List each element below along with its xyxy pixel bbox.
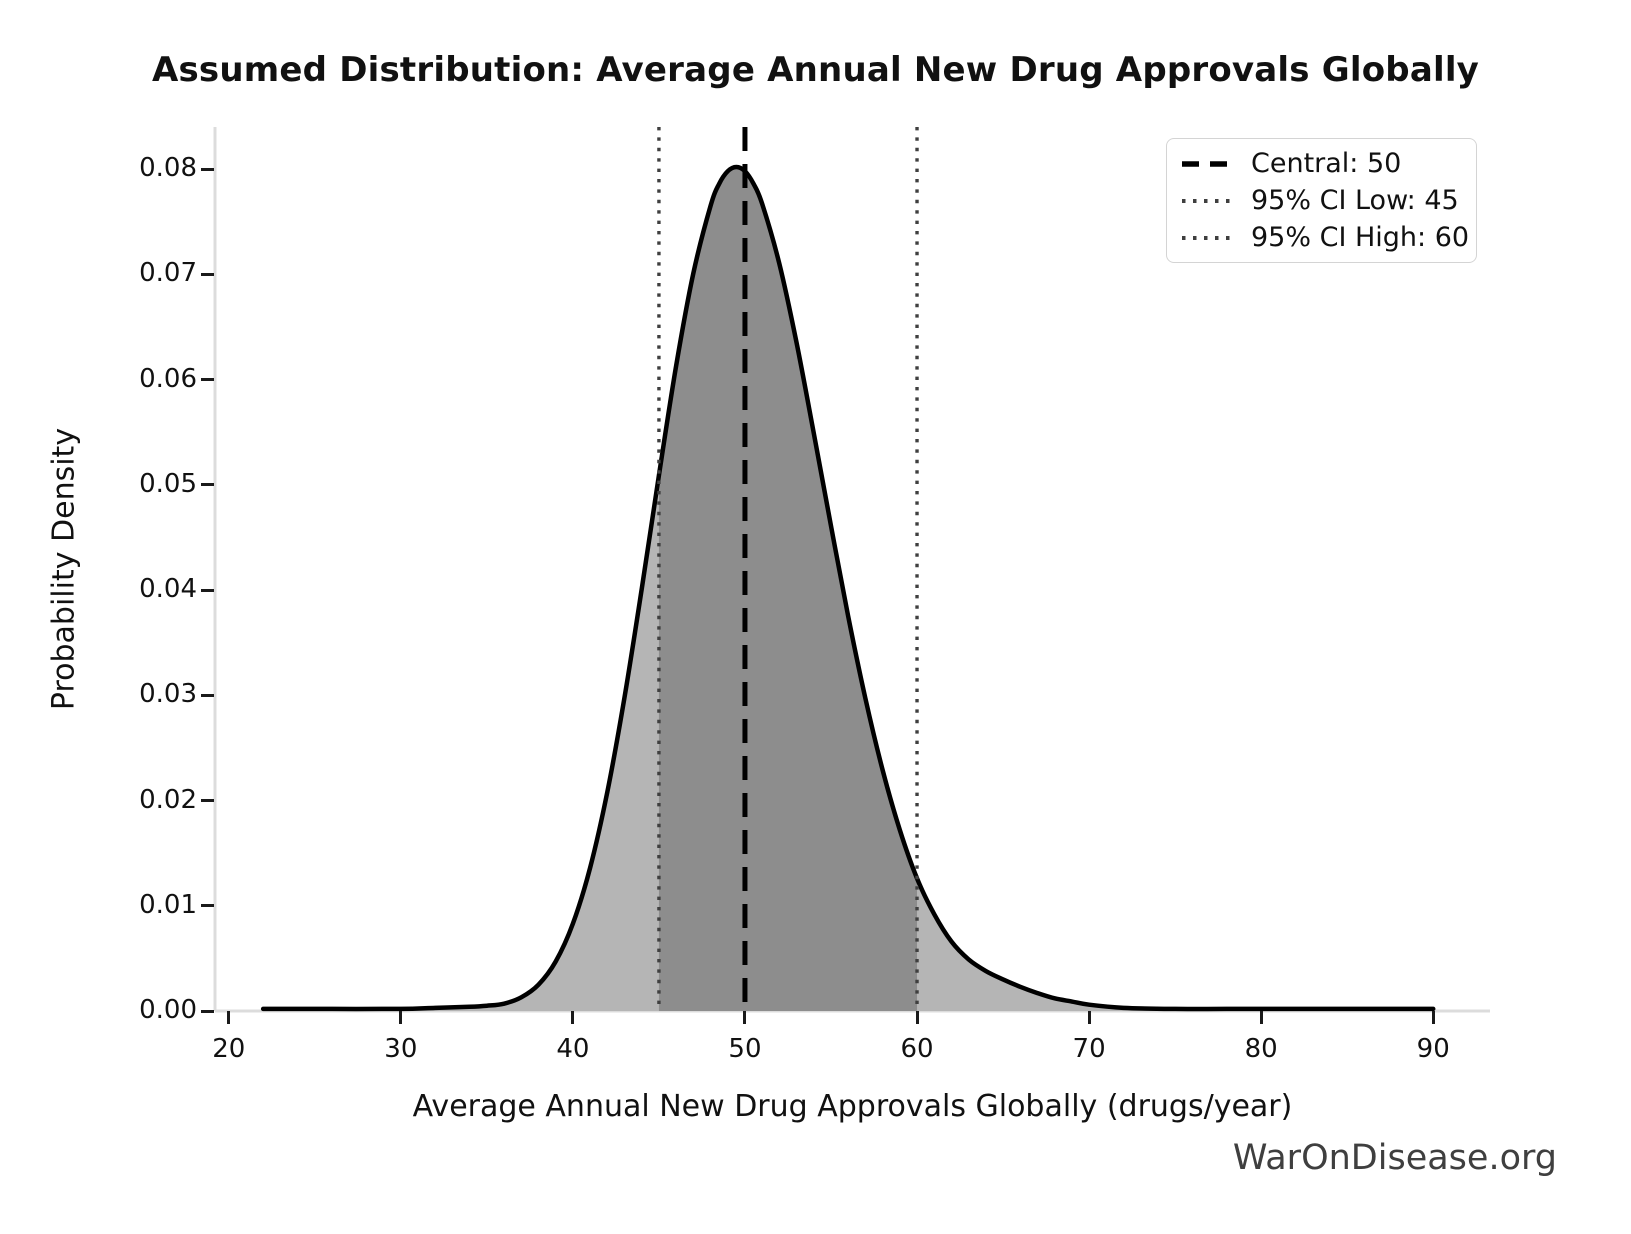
legend-label-ci-high: 95% CI High: 60 bbox=[1251, 222, 1470, 253]
x-tick bbox=[1087, 1011, 1091, 1024]
x-tick-label: 70 bbox=[1072, 1034, 1106, 1064]
y-tick bbox=[201, 1009, 214, 1013]
legend-item-ci-high: 95% CI High: 60 bbox=[1181, 219, 1470, 256]
x-tick bbox=[399, 1011, 403, 1024]
y-tick bbox=[201, 904, 214, 908]
y-tick bbox=[201, 272, 214, 276]
x-tick-label: 60 bbox=[900, 1034, 934, 1064]
legend-label-central: Central: 50 bbox=[1251, 148, 1402, 179]
y-tick bbox=[201, 799, 214, 803]
y-tick bbox=[201, 167, 214, 171]
x-tick bbox=[915, 1011, 919, 1024]
x-tick-label: 20 bbox=[212, 1034, 246, 1064]
y-tick-label: 0.00 bbox=[139, 995, 197, 1025]
x-tick bbox=[743, 1011, 747, 1024]
x-tick-label: 90 bbox=[1416, 1034, 1450, 1064]
legend-item-central: Central: 50 bbox=[1181, 145, 1468, 182]
y-tick-label: 0.07 bbox=[139, 258, 197, 289]
y-tick bbox=[201, 693, 214, 697]
x-tick-label: 80 bbox=[1244, 1034, 1278, 1064]
y-tick-label: 0.01 bbox=[139, 889, 197, 920]
density-curve bbox=[260, 164, 1436, 1012]
distribution-plot bbox=[213, 127, 1490, 1013]
dotted-line-icon bbox=[1182, 198, 1232, 203]
x-tick bbox=[227, 1011, 231, 1024]
y-tick-label: 0.06 bbox=[139, 363, 197, 394]
x-tick-label: 40 bbox=[556, 1034, 590, 1064]
legend-item-ci-low: 95% CI Low: 45 bbox=[1181, 182, 1468, 219]
dashed-line-icon bbox=[1182, 160, 1232, 167]
x-tick bbox=[571, 1011, 575, 1024]
x-tick-label: 30 bbox=[384, 1034, 418, 1064]
x-tick bbox=[1431, 1011, 1435, 1024]
ci-shaded-area bbox=[658, 166, 918, 1011]
chart-title: Assumed Distribution: Average Annual New… bbox=[151, 50, 1480, 90]
y-tick bbox=[201, 378, 214, 382]
y-tick-label: 0.05 bbox=[139, 468, 197, 499]
y-tick-label: 0.04 bbox=[139, 574, 197, 605]
y-tick bbox=[201, 588, 214, 592]
y-tick-label: 0.02 bbox=[139, 784, 197, 815]
y-axis-label: Probability Density bbox=[46, 427, 82, 711]
x-tick bbox=[1259, 1011, 1263, 1024]
x-tick-label: 50 bbox=[728, 1034, 762, 1064]
y-tick bbox=[201, 483, 214, 487]
y-tick-label: 0.03 bbox=[139, 679, 197, 710]
x-axis-label: Average Annual New Drug Approvals Global… bbox=[412, 1089, 1293, 1124]
legend: Central: 50 95% CI Low: 45 95% CI High: … bbox=[1166, 138, 1477, 263]
watermark: WarOnDisease.org bbox=[1232, 1138, 1557, 1178]
y-tick-label: 0.08 bbox=[139, 153, 197, 184]
legend-label-ci-low: 95% CI Low: 45 bbox=[1251, 185, 1459, 216]
dotted-line-icon bbox=[1182, 235, 1232, 240]
